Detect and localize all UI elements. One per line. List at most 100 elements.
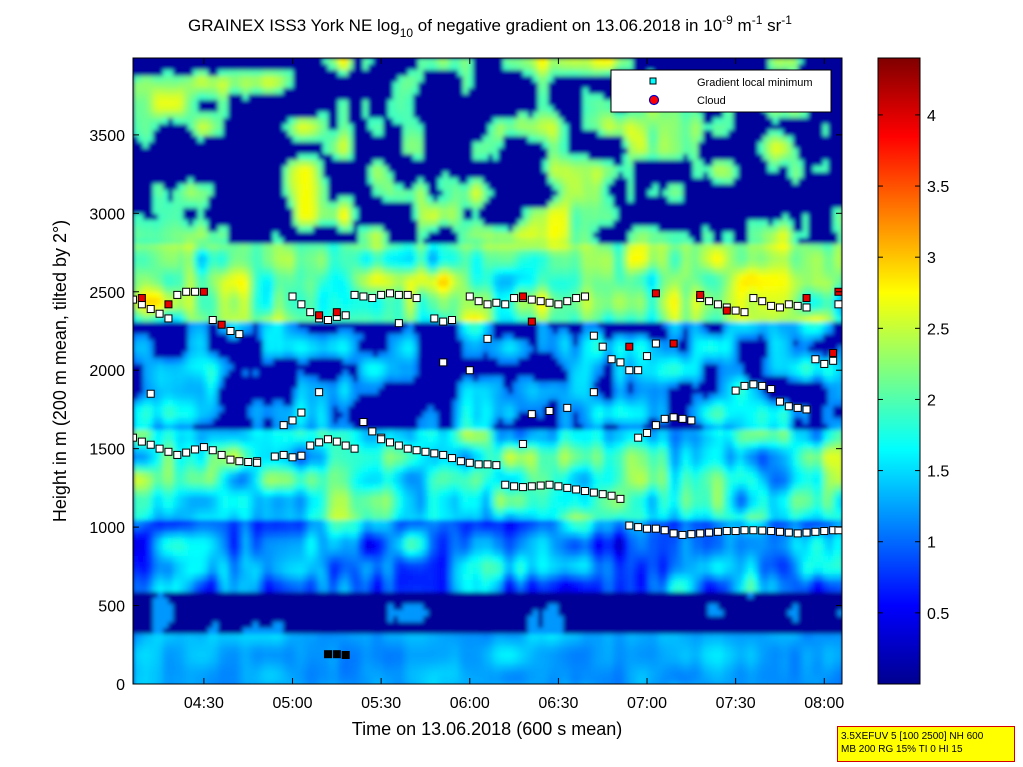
gradient-minimum-marker [722, 527, 731, 536]
gradient-minimum-marker [563, 483, 572, 492]
gradient-minimum-marker [359, 292, 368, 301]
gradient-minimum-marker [341, 311, 350, 320]
gradient-minimum-marker [164, 314, 173, 323]
gradient-minimum-marker [687, 530, 696, 539]
gradient-minimum-marker [430, 314, 439, 323]
gradient-minimum-marker [133, 433, 137, 442]
x-tick-label: 07:30 [716, 695, 756, 712]
gradient-minimum-marker [244, 457, 253, 466]
gradient-minimum-marker [279, 421, 288, 430]
gradient-minimum-marker [421, 447, 430, 456]
gradient-minimum-marker [306, 441, 315, 450]
gradient-minimum-marker [834, 526, 842, 535]
x-tick-label: 08:00 [804, 695, 844, 712]
gradient-minimum-marker [394, 290, 403, 299]
info-line-2: MB 200 RG 15% TI 0 HI 15 [841, 744, 963, 755]
x-tick-label: 05:30 [361, 695, 401, 712]
gradient-minimum-marker [749, 526, 758, 535]
gradient-minimum-marker [580, 487, 589, 496]
gradient-minimum-marker [598, 342, 607, 351]
gradient-minimum-marker [767, 301, 776, 310]
gradient-minimum-marker [332, 650, 341, 659]
cloud-marker [669, 339, 678, 348]
gradient-minimum-marker [705, 297, 714, 306]
y-tick-label: 3000 [89, 206, 125, 223]
y-tick-label: 1500 [89, 442, 125, 459]
gradient-minimum-marker [235, 330, 244, 339]
gradient-minimum-marker [669, 413, 678, 422]
gradient-minimum-marker [536, 297, 545, 306]
cloud-marker [696, 290, 705, 299]
gradient-minimum-marker [394, 441, 403, 450]
gradient-minimum-marker [483, 460, 492, 469]
gradient-minimum-marker [536, 481, 545, 490]
colorbar-tick-label: 1 [927, 535, 936, 552]
info-line-1: 3.5XEFUV 5 [100 2500] NH 600 [841, 731, 984, 742]
gradient-minimum-marker [297, 451, 306, 460]
title-sup1: -9 [722, 13, 733, 27]
gradient-minimum-marker [474, 297, 483, 306]
gradient-minimum-marker [235, 457, 244, 466]
gradient-minimum-marker [323, 316, 332, 325]
gradient-minimum-marker [634, 433, 643, 442]
title-sup2: -1 [752, 13, 763, 27]
gradient-minimum-marker [217, 450, 226, 459]
gradient-minimum-marker [288, 416, 297, 425]
gradient-minimum-marker [146, 389, 155, 398]
gradient-minimum-marker [253, 458, 262, 467]
gradient-minimum-marker [554, 482, 563, 491]
gradient-minimum-marker [297, 300, 306, 309]
gradient-minimum-marker [394, 319, 403, 328]
cloud-marker [164, 300, 173, 309]
gradient-minimum-marker [483, 334, 492, 343]
legend-box [610, 69, 832, 113]
gradient-minimum-marker [767, 385, 776, 394]
gradient-minimum-marker [834, 300, 842, 309]
gradient-minimum-marker [775, 397, 784, 406]
x-tick-label: 05:00 [273, 695, 313, 712]
y-axis: 0 500 1000 1500 2000 2500 3000 3500 [89, 128, 842, 694]
gradient-minimum-marker [350, 290, 359, 299]
colorbar-tick-label: 0.5 [927, 606, 949, 623]
y-tick-label: 1000 [89, 520, 125, 537]
gradient-minimum-marker [563, 403, 572, 412]
gradient-minimum-marker [607, 355, 616, 364]
x-tick-label: 06:00 [450, 695, 490, 712]
gradient-minimum-marker [820, 359, 829, 368]
gradient-minimum-marker [740, 308, 749, 317]
gradient-minimum-marker [651, 339, 660, 348]
gradient-minimum-marker [820, 527, 829, 536]
gradient-minimum-marker [518, 439, 527, 448]
gradient-minimum-marker [634, 523, 643, 532]
gradient-minimum-marker [439, 358, 448, 367]
gradient-minimum-marker [359, 417, 368, 426]
gradient-minimum-marker [386, 289, 395, 298]
gradient-minimum-marker [341, 650, 350, 659]
title-unit1: m [733, 16, 752, 35]
gradient-minimum-marker [784, 300, 793, 309]
gradient-minimum-marker [501, 480, 510, 489]
gradient-minimum-marker [713, 300, 722, 309]
gradient-minimum-marker [350, 444, 359, 453]
markers [133, 287, 842, 659]
gradient-minimum-marker [651, 524, 660, 533]
gradient-minimum-marker [802, 528, 811, 537]
colorbar-tick-label: 2.5 [927, 321, 949, 338]
gradient-minimum-marker [439, 450, 448, 459]
cloud-marker [802, 294, 811, 303]
gradient-minimum-marker [660, 526, 669, 535]
gradient-minimum-marker [465, 366, 474, 375]
title-part-mid: of negative gradient on 13.06.2018 in 10 [413, 16, 722, 35]
gradient-minimum-marker [448, 454, 457, 463]
heatmap [133, 58, 842, 684]
cloud-marker [518, 292, 527, 301]
gradient-minimum-marker [501, 300, 510, 309]
gradient-minimum-marker [678, 530, 687, 539]
gradient-minimum-marker [660, 414, 669, 423]
gradient-minimum-marker [341, 441, 350, 450]
gradient-minimum-marker [182, 287, 191, 296]
gradient-minimum-marker [758, 297, 767, 306]
cloud-marker [217, 320, 226, 329]
gradient-minimum-marker [696, 529, 705, 538]
